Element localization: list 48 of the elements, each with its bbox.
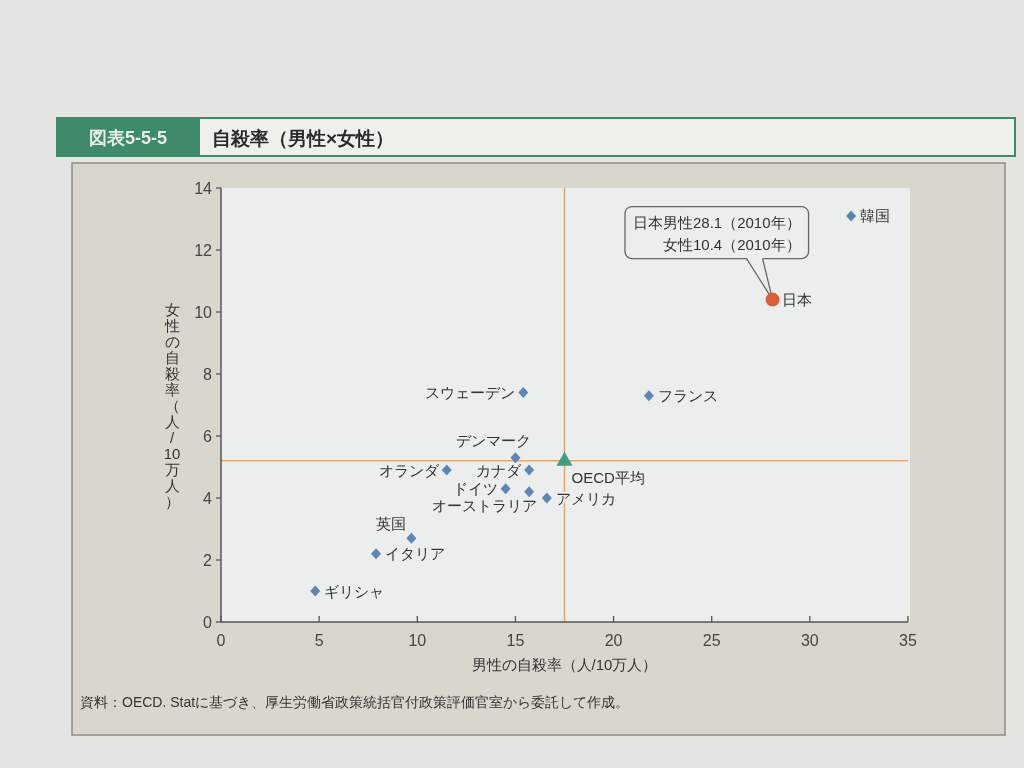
series-label: 日本 (781, 291, 812, 309)
point (524, 486, 535, 498)
x-tick-label: 35 (899, 631, 917, 649)
series-label: 韓国 (860, 207, 891, 225)
series-label: OECD平均 (571, 469, 645, 487)
x-tick-label: 15 (506, 631, 525, 649)
point (518, 387, 529, 399)
point (406, 532, 417, 544)
y-tick-label: 12 (194, 241, 213, 259)
series-label: オーストラリア (432, 497, 538, 515)
y-tick-label: 4 (203, 489, 213, 507)
y-tick-label: 8 (203, 365, 213, 383)
annotation: 日本男性28.1（2010年）女性10.4（2010年） (632, 213, 801, 253)
series-label: デンマーク (455, 432, 531, 450)
x-tick-label: 30 (800, 631, 819, 649)
series-label: 英国 (376, 514, 407, 532)
series-label: フランス (657, 387, 718, 405)
point (510, 452, 521, 464)
series-label: オランダ (378, 461, 440, 479)
x-tick-label: 5 (314, 631, 324, 649)
point (441, 464, 452, 476)
x-tick-label: 10 (408, 631, 427, 649)
y-tick-label: 6 (203, 427, 213, 445)
series-label: ギリシャ (324, 582, 385, 600)
y-tick-label: 10 (194, 303, 213, 321)
x-tick-label: 0 (216, 631, 226, 649)
point (500, 483, 511, 495)
x-axis-title: 男性の自殺率（人/10万人） (471, 655, 658, 673)
chart-title: 自殺率（男性×女性） (212, 127, 395, 149)
series-label: スウェーデン (425, 384, 516, 402)
point (541, 492, 552, 504)
point (846, 210, 857, 222)
y-tick-label: 0 (203, 613, 213, 631)
point (310, 585, 321, 597)
point (643, 390, 654, 402)
series-label: ドイツ (452, 480, 498, 498)
point (765, 292, 780, 307)
y-tick-label: 2 (203, 551, 213, 569)
x-tick-label: 20 (604, 631, 623, 649)
chart-subtitle: 図表5-5-5 (88, 128, 168, 148)
text: 資料：OECD. Statに基づき、厚生労働省政策統括官付政策評価官室から委託して作成。 (80, 694, 630, 710)
y-axis-title: 女性の自殺率（人/10万人） (163, 300, 181, 510)
series-label: イタリア (385, 545, 446, 563)
y-tick-label: 14 (194, 179, 213, 197)
point (524, 464, 535, 476)
point (371, 548, 382, 560)
series-label: カナダ (476, 461, 523, 479)
x-tick-label: 25 (702, 631, 721, 649)
